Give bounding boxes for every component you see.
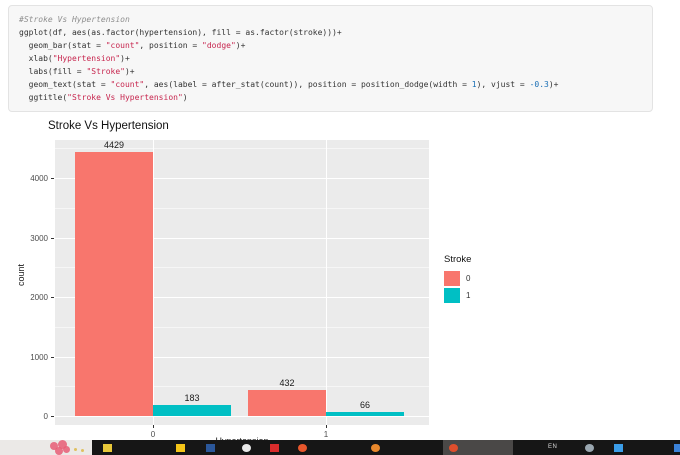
active-app-icon[interactable] (449, 444, 458, 452)
code-line: geom_text(stat = "count", aes(label = af… (19, 80, 559, 89)
flower-accent-dot (81, 449, 84, 452)
flower-logo (50, 442, 58, 450)
y-tick-label: 3000 (30, 233, 48, 243)
flower-accent-dot (74, 448, 77, 451)
bar-value-label: 432 (279, 378, 295, 389)
legend-label: 1 (466, 291, 471, 300)
bar (326, 412, 404, 416)
major-gridline (55, 237, 429, 239)
minor-gridline (55, 326, 429, 328)
x-tick-mark (326, 425, 327, 428)
folder-icon[interactable] (176, 444, 185, 452)
code-cell[interactable]: #Stroke Vs Hypertension ggplot(df, aes(as… (8, 5, 653, 112)
youtube-icon[interactable] (270, 444, 279, 452)
flower-logo (63, 446, 70, 453)
legend-item: 1 (444, 288, 471, 303)
legend-title: Stroke (444, 254, 472, 265)
vertical-gridline (326, 140, 327, 425)
legend-label: 0 (466, 274, 471, 283)
code-line: ggtitle("Stroke Vs Hypertension") (19, 93, 188, 102)
bar (248, 390, 326, 416)
r-code: #Stroke Vs Hypertension ggplot(df, aes(as… (19, 13, 642, 104)
browser-icon[interactable] (242, 444, 251, 452)
taskbar[interactable]: EN (92, 440, 680, 455)
tray-language-indicator[interactable]: EN (548, 444, 558, 450)
y-axis-title: count (16, 263, 26, 287)
y-tick-mark (51, 178, 54, 179)
major-gridline (55, 356, 429, 358)
minor-gridline (55, 267, 429, 269)
code-line: geom_bar(stat = "count", position = "dod… (19, 41, 246, 50)
y-tick-label: 0 (43, 412, 48, 421)
taskbar-active-app-section[interactable] (443, 440, 513, 455)
legend-swatch (444, 288, 460, 303)
minor-gridline (55, 148, 429, 150)
y-tick-mark (51, 416, 54, 417)
bar (153, 405, 231, 416)
firefox-icon[interactable] (298, 444, 307, 452)
legend-item: 0 (444, 271, 471, 286)
y-tick-label: 1000 (30, 352, 48, 362)
word-icon[interactable] (206, 444, 215, 452)
chart-title: Stroke Vs Hypertension (48, 120, 169, 132)
flower-logo (55, 447, 63, 455)
code-line: labs(fill = "Stroke")+ (19, 67, 135, 76)
minor-gridline (55, 386, 429, 388)
notes-app-icon[interactable] (103, 444, 112, 452)
bar-value-label: 66 (359, 400, 370, 411)
vertical-gridline (153, 140, 154, 425)
legend: Stroke 0 1 (444, 254, 471, 305)
code-line: xlab("Hypertension")+ (19, 54, 130, 63)
y-tick-mark (51, 356, 54, 358)
tray-globe-icon[interactable] (585, 444, 594, 452)
y-tick-label: 2000 (30, 293, 48, 302)
orange-app-icon[interactable] (371, 444, 380, 452)
major-gridline (55, 416, 429, 417)
legend-swatch (444, 271, 460, 286)
y-tick-label: 4000 (30, 174, 48, 183)
code-line: ggplot(df, aes(as.factor(hypertension), … (19, 28, 342, 37)
x-tick-mark (153, 425, 154, 428)
y-tick-mark (51, 237, 54, 239)
y-tick-mark (51, 297, 54, 298)
edge-partial-icon[interactable] (674, 444, 680, 452)
major-gridline (55, 178, 429, 179)
flower-logo (58, 440, 67, 449)
plot-panel: 4429 183 432 66 (55, 140, 429, 425)
bar (75, 152, 153, 416)
taskbar-left-strip (0, 440, 92, 455)
bar-value-label: 183 (184, 393, 200, 404)
tray-doc-icon[interactable] (614, 444, 623, 452)
minor-gridline (55, 207, 429, 209)
bar-value-label: 4429 (103, 140, 125, 151)
major-gridline (55, 297, 429, 298)
x-tick-label: 1 (323, 430, 329, 439)
code-line: #Stroke Vs Hypertension (19, 15, 130, 24)
x-tick-label: 0 (150, 430, 156, 439)
